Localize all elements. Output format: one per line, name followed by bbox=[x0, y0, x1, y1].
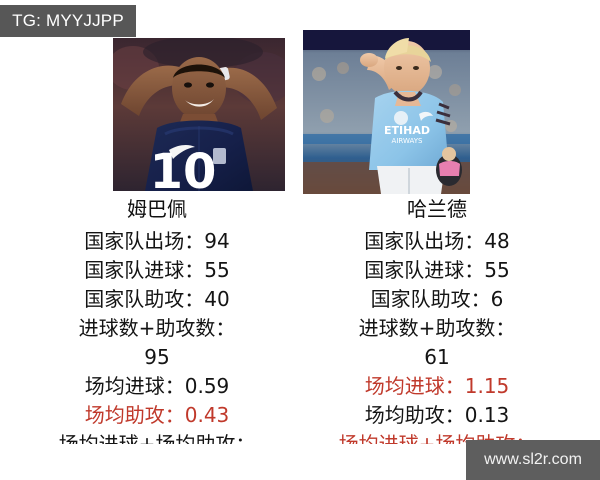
player-photo-row: 10 bbox=[0, 0, 600, 196]
stat-label: 国家队助攻： bbox=[84, 287, 205, 311]
svg-text:ETIHAD: ETIHAD bbox=[384, 124, 430, 137]
site-watermark-label: www.sl2r.com bbox=[484, 451, 582, 468]
stat-row-highlighted: 场均进球：1.15 bbox=[300, 372, 574, 401]
stat-value: 40 bbox=[204, 287, 230, 311]
stats-column-left: 姆巴佩 国家队出场：94 国家队进球：55 国家队助攻：40 进球数+助攻数： … bbox=[0, 196, 300, 480]
stat-row-highlighted: 场均助攻：0.43 bbox=[14, 401, 300, 430]
stat-label: 场均进球： bbox=[84, 374, 185, 398]
stat-label: 场均进球+场均助攻： bbox=[58, 432, 256, 444]
stat-value: 6 bbox=[490, 287, 504, 311]
stats-comparison: 姆巴佩 国家队出场：94 国家队进球：55 国家队助攻：40 进球数+助攻数： … bbox=[0, 196, 600, 480]
stat-label: 场均助攻： bbox=[364, 403, 465, 427]
stat-row: 国家队助攻：40 bbox=[14, 285, 300, 314]
tg-badge-label: TG: MYYJJPP bbox=[12, 11, 124, 30]
stat-value: 55 bbox=[204, 258, 230, 282]
stat-row: 进球数+助攻数： 95 bbox=[14, 314, 300, 372]
stat-value: 0.59 bbox=[184, 374, 230, 398]
stats-column-right: 哈兰德 国家队出场：48 国家队进球：55 国家队助攻：6 进球数+助攻数： 6… bbox=[300, 196, 600, 480]
player-name-right: 哈兰德 bbox=[407, 197, 467, 221]
stat-value: 95 bbox=[144, 345, 170, 369]
stat-value: 55 bbox=[484, 258, 510, 282]
site-watermark: www.sl2r.com bbox=[466, 440, 600, 480]
stat-value: 48 bbox=[484, 229, 510, 253]
stat-row: 国家队出场：94 bbox=[14, 227, 300, 256]
stat-row: 场均进球：0.59 bbox=[14, 372, 300, 401]
stat-label: 国家队出场： bbox=[364, 229, 485, 253]
svg-text:AIRWAYS: AIRWAYS bbox=[392, 137, 423, 145]
stat-row: 国家队进球：55 bbox=[300, 256, 574, 285]
stat-value: 0.13 bbox=[464, 403, 510, 427]
stat-label: 国家队助攻： bbox=[370, 287, 491, 311]
player-photo-mbappe: 10 bbox=[113, 38, 285, 191]
haaland-photo-illustration: ETIHAD AIRWAYS bbox=[303, 30, 470, 194]
stat-value: 94 bbox=[204, 229, 230, 253]
tg-watermark-badge: TG: MYYJJPP bbox=[0, 5, 136, 37]
stat-label: 场均进球： bbox=[364, 374, 465, 398]
stat-row-clipped: 场均进球+场均助攻： bbox=[14, 430, 300, 444]
stat-row: 场均助攻：0.13 bbox=[300, 401, 574, 430]
player-name-left: 姆巴佩 bbox=[127, 197, 187, 221]
stat-label: 场均助攻： bbox=[84, 403, 185, 427]
stat-label: 国家队进球： bbox=[364, 258, 485, 282]
stat-label: 国家队出场： bbox=[84, 229, 205, 253]
stat-value: 0.43 bbox=[184, 403, 230, 427]
stat-value: 1.15 bbox=[464, 374, 510, 398]
stat-row: 进球数+助攻数： 61 bbox=[300, 314, 574, 372]
stat-row: 国家队助攻：6 bbox=[300, 285, 574, 314]
mbappe-photo-illustration: 10 bbox=[113, 38, 285, 191]
player-photo-haaland: ETIHAD AIRWAYS bbox=[303, 30, 470, 194]
stat-row: 国家队出场：48 bbox=[300, 227, 574, 256]
stat-label: 进球数+助攻数： bbox=[78, 316, 236, 340]
stat-row: 国家队进球：55 bbox=[14, 256, 300, 285]
stat-label: 国家队进球： bbox=[84, 258, 205, 282]
svg-text:10: 10 bbox=[150, 144, 217, 191]
stat-label: 进球数+助攻数： bbox=[358, 316, 516, 340]
stat-value: 61 bbox=[424, 345, 450, 369]
